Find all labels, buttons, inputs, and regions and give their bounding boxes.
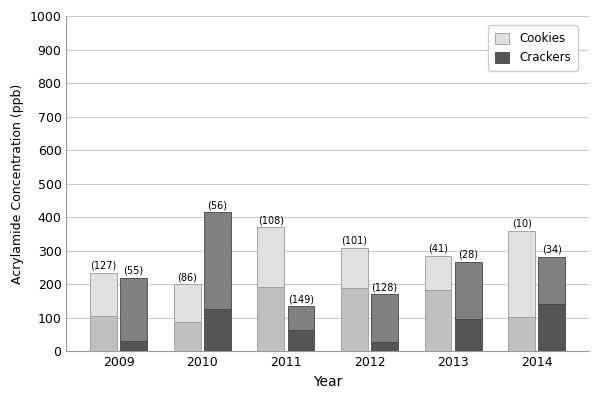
Bar: [120, 342, 147, 352]
Bar: [90, 273, 117, 316]
Text: (149): (149): [288, 294, 314, 304]
Bar: [204, 212, 230, 308]
Bar: [257, 287, 284, 352]
Bar: [174, 322, 200, 352]
Text: (56): (56): [207, 200, 227, 210]
Bar: [204, 308, 230, 352]
Text: (10): (10): [512, 219, 532, 229]
X-axis label: Year: Year: [313, 375, 343, 389]
Bar: [371, 294, 398, 342]
Text: (34): (34): [542, 245, 562, 255]
Bar: [287, 306, 314, 330]
Bar: [371, 342, 398, 352]
Text: (108): (108): [258, 215, 284, 225]
Text: (86): (86): [177, 272, 197, 282]
Bar: [174, 284, 200, 322]
Text: (101): (101): [341, 236, 367, 246]
Text: (28): (28): [458, 250, 478, 260]
Bar: [508, 317, 535, 352]
Bar: [120, 278, 147, 342]
Bar: [455, 319, 482, 352]
Bar: [538, 304, 565, 352]
Bar: [508, 231, 535, 317]
Bar: [425, 290, 451, 352]
Bar: [425, 256, 451, 290]
Bar: [455, 262, 482, 319]
Bar: [341, 248, 368, 288]
Text: (55): (55): [124, 266, 143, 276]
Bar: [257, 227, 284, 287]
Bar: [287, 330, 314, 352]
Legend: Cookies, Crackers: Cookies, Crackers: [488, 25, 578, 72]
Text: (41): (41): [428, 244, 448, 254]
Bar: [538, 257, 565, 304]
Text: (127): (127): [91, 261, 116, 271]
Y-axis label: Acrylamide Concentration (ppb): Acrylamide Concentration (ppb): [11, 84, 24, 284]
Bar: [90, 316, 117, 352]
Bar: [341, 288, 368, 352]
Text: (128): (128): [371, 282, 398, 292]
